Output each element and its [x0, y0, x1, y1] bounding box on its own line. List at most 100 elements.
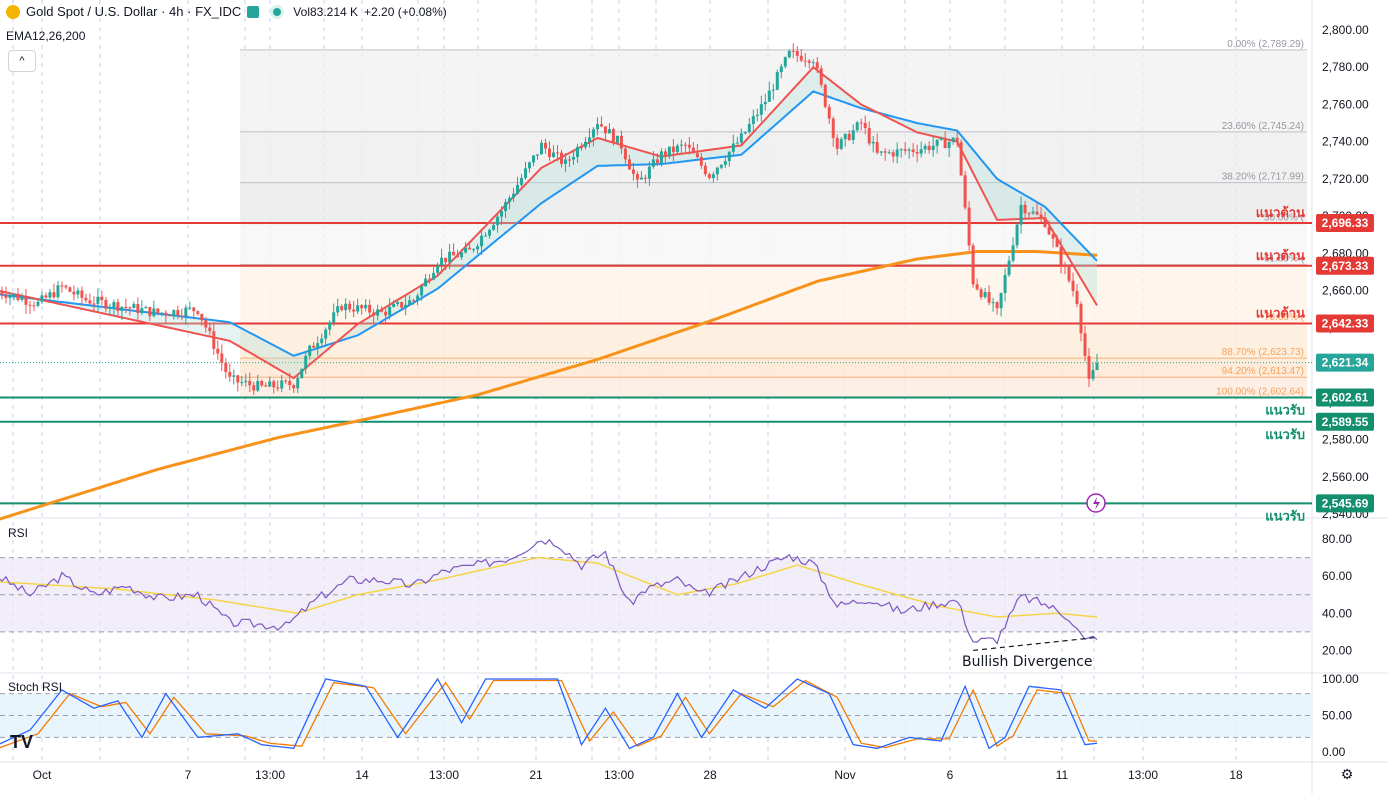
candle-body: [404, 304, 408, 308]
candle-body: [787, 50, 791, 58]
candle-body: [675, 145, 679, 153]
change-readout: +2.20 (+0.08%): [364, 4, 447, 19]
fib-label: 0.00% (2,789.29): [1227, 39, 1304, 50]
candle-body: [1055, 238, 1059, 247]
candle-body: [699, 157, 703, 166]
candle-body: [480, 235, 484, 247]
candle-body: [1095, 363, 1099, 371]
candle-body: [763, 101, 767, 105]
candle-body: [456, 255, 460, 258]
price-tag-label: 2,589.55: [1322, 415, 1369, 429]
rsi-pane-label[interactable]: RSI: [8, 526, 29, 540]
candle-body: [611, 129, 615, 143]
candle-body: [615, 135, 619, 143]
candle-body: [484, 235, 488, 237]
candle-body: [975, 284, 979, 290]
fib-label: 100.00% (2,602.64): [1216, 386, 1304, 397]
price-tag-label: 2,673.33: [1322, 259, 1369, 273]
candle-body: [372, 312, 376, 316]
candle-body: [939, 138, 943, 140]
candle-body: [603, 126, 607, 134]
time-tick: 13:00: [255, 768, 285, 782]
candle-body: [927, 145, 931, 151]
candle-body: [887, 152, 891, 154]
candle-body: [56, 285, 60, 298]
candle-body: [775, 72, 779, 90]
candle-body: [104, 299, 108, 309]
candle-body: [767, 90, 771, 102]
candle-body: [284, 380, 288, 382]
candle-body: [80, 290, 84, 298]
candle-body: [827, 106, 831, 119]
candle-body: [671, 146, 675, 153]
support-label: แนวรับ: [1265, 403, 1305, 418]
candle-body: [571, 157, 575, 160]
gold-coin-icon: [6, 4, 20, 19]
candle-body: [1067, 266, 1071, 281]
stoch-tick: 50.00: [1322, 709, 1352, 723]
candle-body: [100, 296, 104, 300]
candle-body: [915, 152, 919, 154]
candle-body: [1027, 213, 1031, 215]
candle-body: [448, 251, 452, 263]
ema200-line: [0, 250, 1098, 521]
candle-body: [348, 303, 352, 310]
price-tag: [1316, 213, 1374, 232]
gear-icon[interactable]: ⚙: [1340, 766, 1354, 782]
price-tick: 2,800.00: [1322, 23, 1369, 37]
candle-body: [52, 292, 56, 298]
candle-body: [48, 292, 52, 298]
candle-body: [919, 149, 923, 154]
indicator-label[interactable]: EMA12,26,200: [6, 29, 86, 43]
candle-body: [24, 297, 28, 305]
candle-body: [635, 174, 639, 180]
divergence-line: [973, 636, 1098, 652]
candle-body: [795, 50, 799, 56]
candle-body: [476, 246, 480, 250]
candle-body: [432, 272, 436, 280]
price-tick: 2,580.00: [1322, 433, 1369, 447]
candle-body: [587, 137, 591, 142]
candle-body: [32, 305, 36, 307]
candle-body: [0, 290, 4, 295]
candle-body: [1059, 246, 1063, 266]
stoch-pane-label[interactable]: Stoch RSI: [8, 680, 63, 694]
candle-body: [823, 84, 827, 107]
candle-body: [244, 380, 248, 383]
price-tick: 2,760.00: [1322, 97, 1369, 111]
candle-body: [396, 302, 400, 304]
candle-body: [140, 308, 144, 314]
collapse-legend-button[interactable]: ^: [8, 50, 36, 72]
candle-body: [276, 387, 280, 389]
candle-body: [436, 265, 440, 273]
candle-body: [623, 148, 627, 160]
candle-body: [64, 285, 68, 288]
candle-body: [88, 300, 92, 304]
symbol-title[interactable]: Gold Spot / U.S. Dollar · 4h · FX_IDC: [26, 4, 242, 19]
time-tick: 13:00: [1128, 768, 1158, 782]
time-tick: 28: [703, 768, 717, 782]
candle-body: [168, 315, 172, 317]
fib-zone: [240, 182, 1307, 224]
candle-body: [815, 62, 819, 69]
candle-body: [272, 381, 276, 388]
candle-body: [332, 312, 336, 323]
resistance-label: แนวต้าน: [1256, 205, 1305, 221]
candle-body: [464, 247, 468, 253]
candle-body: [783, 57, 787, 67]
candle-body: [551, 152, 555, 158]
candle-body: [1035, 211, 1039, 215]
chart-header: Gold Spot / U.S. Dollar · 4h · FX_IDC Vo…: [6, 4, 447, 19]
candle-body: [536, 154, 540, 156]
candle-body: [727, 151, 731, 162]
candle-body: [312, 345, 316, 348]
candle-body: [136, 304, 140, 314]
candle-body: [116, 302, 120, 312]
candle-body: [532, 155, 536, 163]
candle-body: [835, 137, 839, 149]
rsi-ma-line: [0, 556, 1098, 618]
candle-body: [44, 295, 48, 298]
candle-body: [108, 307, 112, 309]
candle-body: [492, 225, 496, 230]
